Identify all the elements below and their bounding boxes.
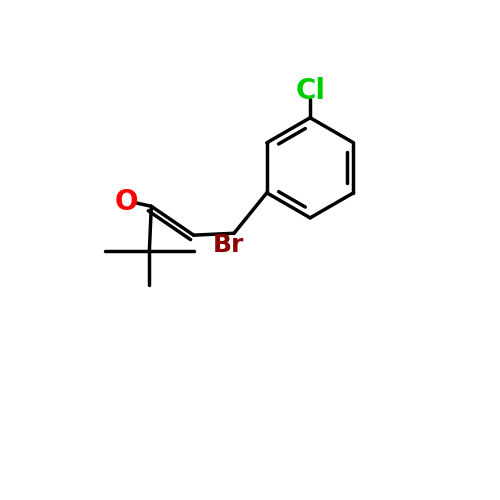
Text: Br: Br [213,233,244,257]
Text: Cl: Cl [295,77,325,105]
Text: O: O [114,188,138,216]
